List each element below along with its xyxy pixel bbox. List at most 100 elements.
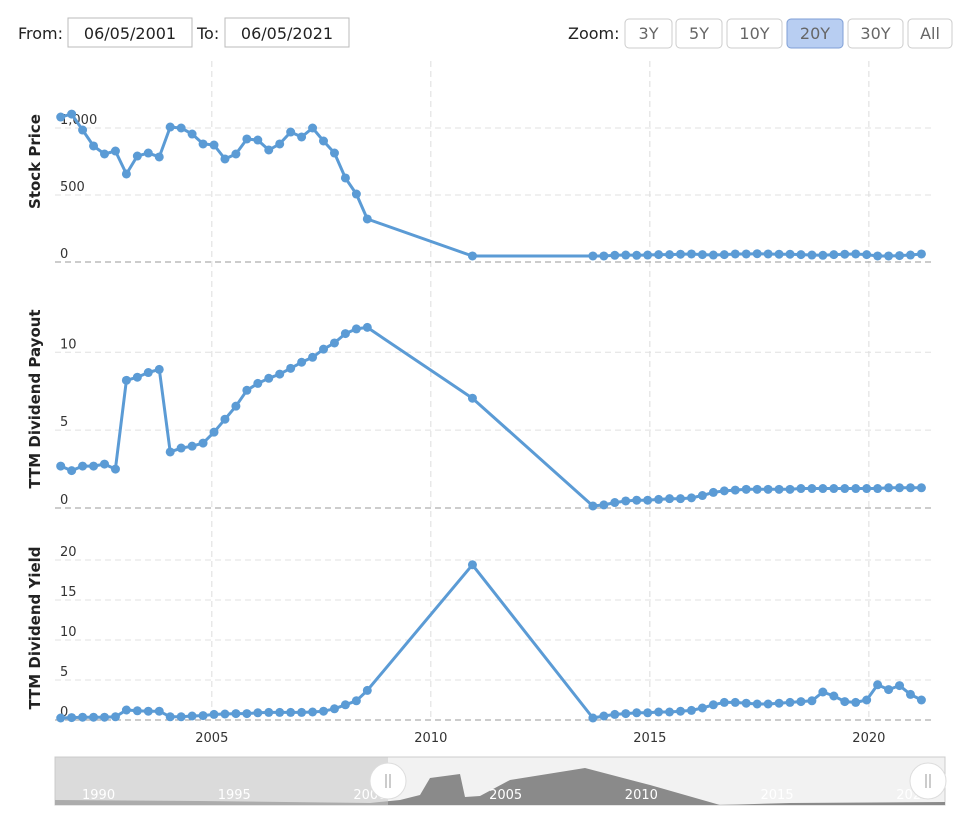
point: [829, 691, 839, 701]
y-tick-label: 0: [60, 493, 68, 508]
point: [319, 344, 329, 354]
zoom-label: Zoom:: [568, 24, 620, 43]
series-line: [60, 325, 922, 508]
from-value[interactable]: 06/05/2001: [84, 24, 176, 43]
point: [89, 712, 99, 722]
point: [286, 127, 296, 137]
point: [632, 495, 642, 505]
point: [78, 712, 88, 722]
point: [78, 125, 88, 135]
from-input[interactable]: [67, 17, 193, 48]
point: [873, 484, 883, 494]
point: [621, 709, 631, 719]
y-axis-title: Stock Price: [26, 114, 44, 209]
navigator-label: 2015: [761, 788, 794, 803]
point: [884, 483, 894, 493]
point: [297, 707, 307, 717]
point: [807, 484, 817, 494]
zoom-button[interactable]: [624, 18, 673, 49]
point: [286, 707, 296, 717]
zoom-button-label[interactable]: All: [920, 24, 940, 43]
point: [89, 141, 99, 151]
point: [89, 461, 99, 471]
zoom-button-label[interactable]: 10Y: [739, 24, 769, 43]
point: [467, 560, 477, 570]
point: [242, 709, 252, 719]
x-tick-label: 2005: [195, 731, 228, 746]
point: [362, 322, 372, 332]
point: [231, 401, 241, 411]
point: [851, 697, 861, 707]
y-tick-label: 5: [60, 415, 68, 430]
point: [67, 466, 77, 476]
point: [176, 712, 186, 722]
point: [176, 443, 186, 453]
point: [676, 494, 686, 504]
point: [708, 487, 718, 497]
y-axis-title: TTM Dividend Yield: [26, 546, 44, 709]
point: [905, 250, 915, 260]
point: [686, 705, 696, 715]
point: [895, 251, 905, 261]
point: [220, 414, 230, 424]
point: [165, 447, 175, 457]
point: [697, 250, 707, 260]
zoom-button[interactable]: [907, 18, 953, 49]
y-tick-label: 0: [60, 705, 68, 720]
zoom-buttons: 3Y 5Y 10Y 20Y 30Y All: [624, 18, 953, 49]
series-line: [60, 563, 923, 720]
point: [187, 129, 197, 139]
zoom-button[interactable]: [726, 18, 783, 49]
zoom-button-label[interactable]: 20Y: [800, 24, 830, 43]
point: [796, 697, 806, 707]
point: [231, 149, 241, 159]
point: [99, 459, 109, 469]
point: [895, 483, 905, 493]
point: [187, 711, 197, 721]
point: [829, 484, 839, 494]
point: [67, 713, 77, 723]
to-input[interactable]: [224, 17, 350, 48]
point: [132, 372, 142, 382]
zoom-button[interactable]: [675, 18, 723, 49]
point: [916, 695, 926, 705]
navigator-handle[interactable]: [909, 762, 947, 800]
point: [916, 483, 926, 493]
navigator-mask: [55, 757, 388, 805]
point: [154, 706, 164, 716]
point: [187, 441, 197, 451]
point: [730, 485, 740, 495]
point: [719, 486, 729, 496]
point: [599, 711, 609, 721]
point: [752, 484, 762, 494]
navigator-area: [720, 802, 945, 805]
point: [99, 149, 109, 159]
point: [840, 484, 850, 494]
point: [198, 139, 208, 149]
point: [209, 427, 219, 437]
point: [165, 122, 175, 132]
point: [719, 697, 729, 707]
y-tick-label: 500: [60, 180, 85, 195]
zoom-button-label[interactable]: 3Y: [639, 24, 659, 43]
point: [708, 700, 718, 710]
zoom-button[interactable]: [786, 18, 844, 49]
y-tick-label: 0: [60, 247, 68, 262]
point: [840, 249, 850, 259]
point: [741, 249, 751, 259]
point: [676, 706, 686, 716]
to-value[interactable]: 06/05/2021: [241, 24, 333, 43]
point: [741, 484, 751, 494]
point: [351, 189, 361, 199]
point: [599, 251, 609, 261]
point: [209, 140, 219, 150]
navigator-handle[interactable]: [369, 762, 407, 800]
zoom-button-label[interactable]: 5Y: [689, 24, 709, 43]
point: [176, 123, 186, 133]
point: [253, 708, 263, 718]
point: [621, 496, 631, 506]
point: [818, 687, 828, 697]
zoom-button[interactable]: [847, 18, 904, 49]
point: [143, 368, 153, 378]
zoom-button-label[interactable]: 30Y: [860, 24, 890, 43]
